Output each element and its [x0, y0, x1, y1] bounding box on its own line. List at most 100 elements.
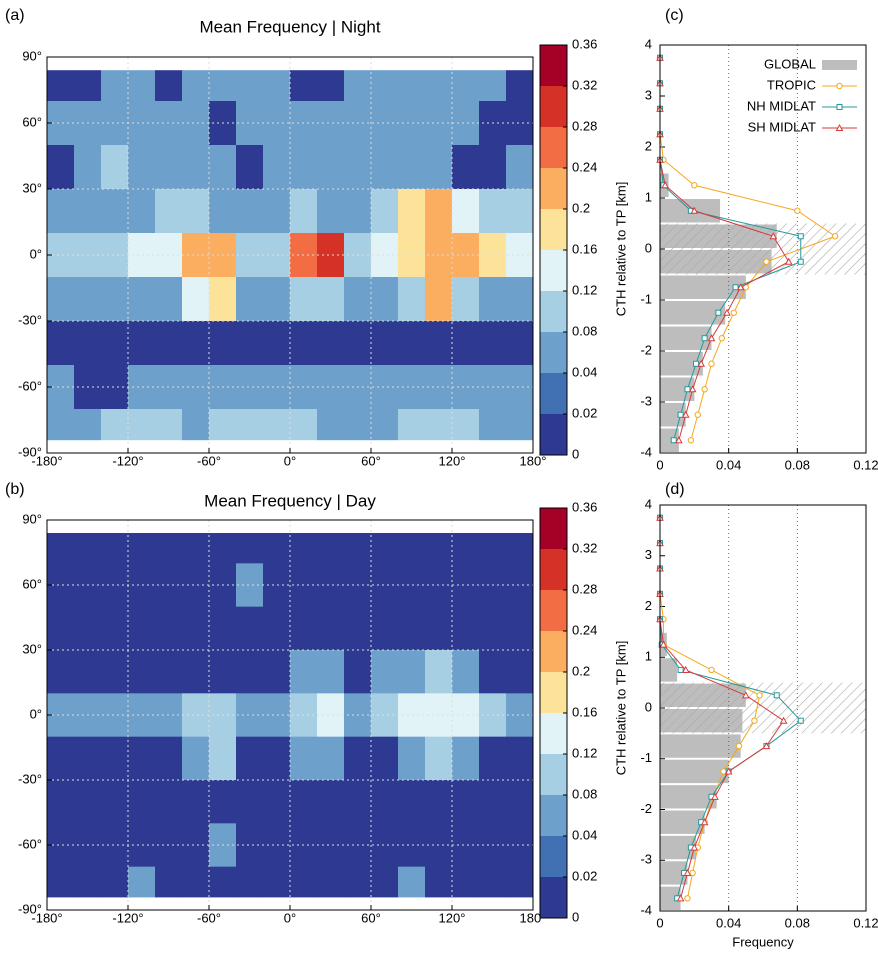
y-tick-label: -2: [640, 342, 652, 357]
heat-cell: [128, 780, 156, 824]
heat-cell: [425, 321, 453, 366]
marker: [711, 792, 719, 800]
heat-cell: [371, 563, 399, 608]
heat-cell: [452, 233, 480, 278]
marker: [779, 716, 788, 724]
heat-cell: [209, 650, 237, 694]
heat-cell: [344, 866, 372, 898]
heat-cell: [506, 866, 534, 898]
heat-cell: [506, 233, 534, 278]
marker: [720, 768, 727, 775]
heat-cell: [209, 70, 237, 102]
heat-cell: [74, 866, 102, 898]
marker: [676, 894, 685, 902]
heat-cell: [452, 650, 480, 694]
y-tick-label: -90°: [18, 901, 42, 916]
heat-cell: [317, 693, 345, 738]
heat-cell: [425, 736, 453, 781]
colorbar-segment: [540, 291, 567, 332]
y-tick-label: -2: [640, 801, 652, 816]
heat-cell: [209, 145, 237, 190]
colorbar-label: 0.2: [572, 200, 590, 215]
heat-cell: [263, 650, 291, 694]
colorbar-segment: [540, 508, 567, 549]
plot-frame: [659, 504, 867, 912]
heat-cell: [452, 321, 480, 366]
bar: [660, 785, 717, 809]
heat-cell: [371, 606, 399, 651]
heat-cell: [425, 70, 453, 102]
marker: [684, 895, 691, 902]
marker: [677, 411, 684, 418]
marker: [681, 410, 690, 418]
heat-cell: [317, 409, 345, 441]
heat-cell: [101, 233, 129, 278]
heat-cell: [506, 823, 534, 868]
heat-cell: [506, 693, 534, 738]
heat-cell: [398, 189, 426, 234]
x-tick-label: 60°: [361, 453, 381, 468]
colorbar-segment: [540, 250, 567, 291]
x-tick-label: 120°: [439, 453, 466, 468]
colorbar-label: 0.04: [572, 364, 597, 379]
heat-cell: [317, 823, 345, 868]
heat-cell: [479, 145, 507, 190]
heat-cell: [344, 409, 372, 441]
heat-cell: [236, 70, 264, 102]
panel-label: (d): [665, 481, 685, 498]
heat-cell: [182, 866, 210, 898]
marker: [763, 258, 770, 265]
marker: [693, 360, 700, 367]
heat-cell: [371, 101, 399, 146]
heat-cell: [101, 145, 129, 190]
heat-cell: [128, 606, 156, 651]
heat-cell: [290, 277, 318, 322]
y-tick-label: -30°: [18, 771, 42, 786]
heat-cell: [263, 189, 291, 234]
heat-cell: [209, 533, 237, 564]
heat-cell: [344, 145, 372, 190]
heat-cell: [101, 606, 129, 651]
legend-swatch: [822, 60, 857, 70]
heat-cell: [128, 321, 156, 366]
colorbar-label: 0.36: [572, 36, 597, 51]
heat-cell: [317, 233, 345, 278]
colorbar-segment: [540, 373, 567, 414]
heat-cell: [128, 866, 156, 898]
heat-cell: [371, 823, 399, 868]
heat-cell: [47, 533, 75, 564]
y-tick-label: 90°: [22, 511, 42, 526]
heat-cell: [371, 693, 399, 738]
heat-cell: [101, 823, 129, 868]
bar: [660, 861, 688, 885]
bar: [660, 326, 712, 350]
heat-cell: [506, 70, 534, 102]
marker: [735, 742, 743, 750]
heat-cell: [479, 650, 507, 694]
heat-cell: [371, 650, 399, 694]
heat-cell: [182, 277, 210, 322]
heat-cell: [398, 533, 426, 564]
heat-cell: [236, 823, 264, 868]
heat-cell: [182, 233, 210, 278]
heat-cell: [155, 189, 183, 234]
colorbar-label: 0.24: [572, 159, 597, 174]
x-tick-label: 0: [656, 915, 663, 930]
heat-cell: [236, 189, 264, 234]
colorbar-segment: [540, 209, 567, 250]
heat-cell: [128, 277, 156, 322]
heat-cell: [506, 650, 534, 694]
marker: [751, 717, 758, 724]
heat-cell: [101, 409, 129, 441]
heat-cell: [236, 101, 264, 146]
y-tick-label: 60°: [22, 114, 42, 129]
x-tick-label: 0°: [284, 910, 296, 925]
colorbar-label: 0.28: [572, 118, 597, 133]
y-tick-label: -3: [640, 393, 652, 408]
marker: [732, 284, 739, 291]
heat-cell: [506, 780, 534, 824]
heat-cell: [155, 736, 183, 781]
heat-cell: [371, 70, 399, 102]
heat-cell: [452, 736, 480, 781]
colorbar-label: 0.2: [572, 663, 590, 678]
